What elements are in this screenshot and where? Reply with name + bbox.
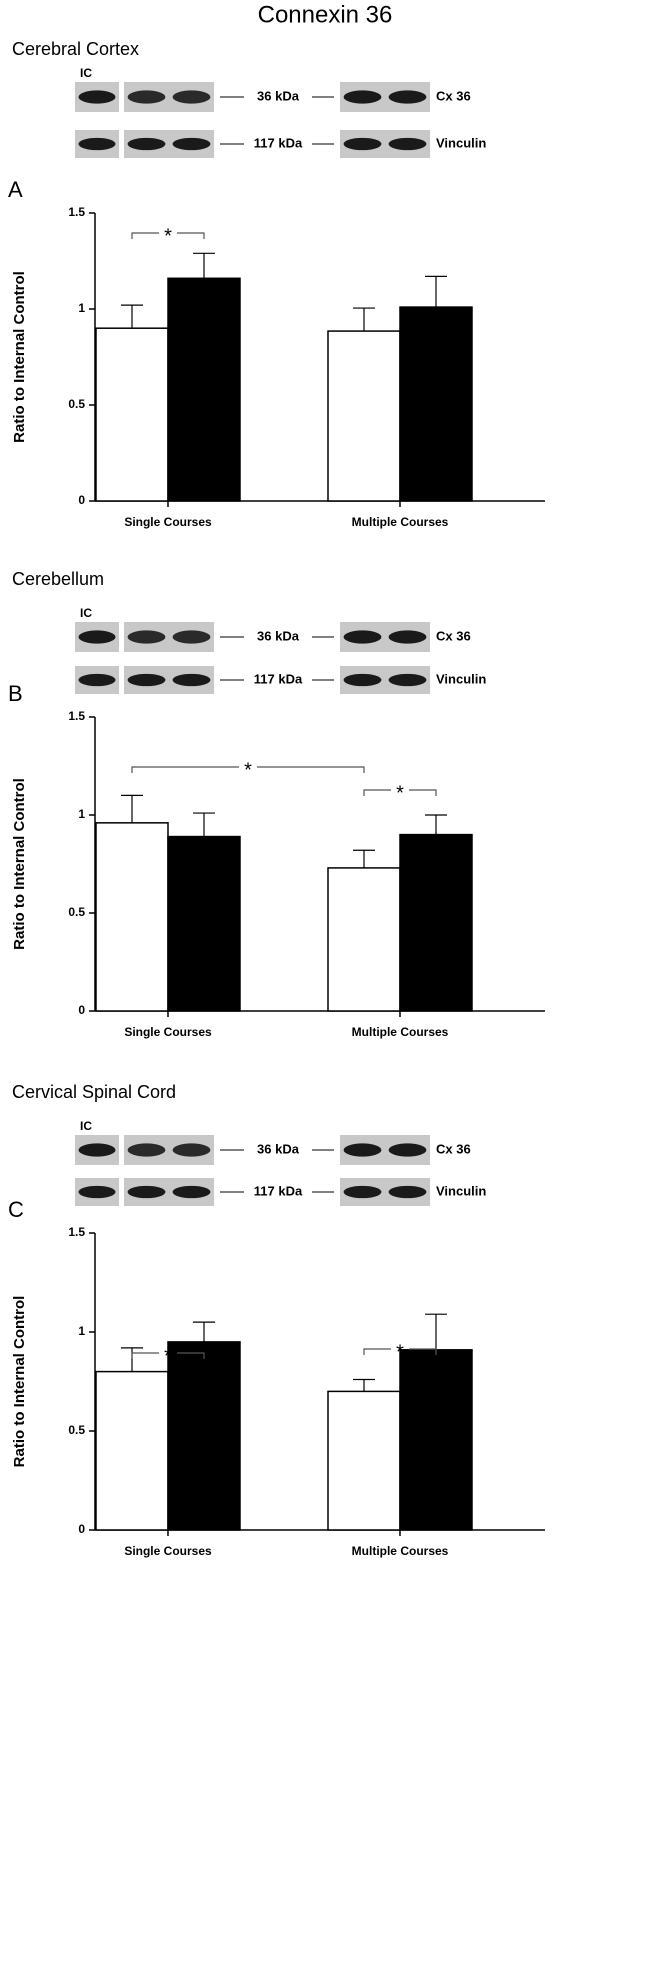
- blot-band: [388, 630, 427, 644]
- x-tick-label: Single Courses: [124, 1544, 212, 1558]
- blot-label: 36 kDa: [257, 88, 300, 103]
- bar: [167, 835, 241, 1012]
- significance-bracket: [363, 789, 437, 796]
- y-tick-label: 1.5: [68, 205, 85, 219]
- panel: Cerebellum IC 36 kDa 117 kDa Cx 36 Vinculin B 0…: [8, 569, 545, 1039]
- bar: [167, 1341, 241, 1531]
- blot-band: [172, 1143, 211, 1157]
- blot-band: [388, 90, 427, 104]
- blot-label: Cx 36: [436, 1141, 471, 1156]
- blot-band: [388, 137, 427, 151]
- blot-band: [343, 673, 382, 687]
- panel: Cerebral Cortex IC 36 kDa 117 kDa Cx 36 Vincu…: [8, 39, 545, 529]
- bar: [95, 822, 169, 1012]
- blot-label: 117 kDa: [254, 135, 303, 150]
- y-tick-label: 0.5: [68, 397, 85, 411]
- y-axis-label: Ratio to Internal Control: [11, 1296, 28, 1468]
- y-tick-label: 0: [78, 493, 85, 507]
- blot-band: [78, 673, 116, 687]
- y-tick-label: 0.5: [68, 1423, 85, 1437]
- y-axis-label: Ratio to Internal Control: [11, 271, 28, 443]
- x-tick-label: Multiple Courses: [352, 1025, 449, 1039]
- blot-band: [127, 630, 166, 644]
- blot-band: [127, 1185, 166, 1199]
- blot-label: Vinculin: [436, 135, 486, 150]
- blot-band: [343, 1143, 382, 1157]
- blot-band: [172, 137, 211, 151]
- section-title: Cerebral Cortex: [12, 39, 139, 59]
- blot-band: [78, 1143, 116, 1157]
- section-title: Cerebellum: [12, 569, 104, 589]
- bar: [327, 867, 401, 1012]
- panel-letter: B: [8, 681, 23, 706]
- blot-label: 117 kDa: [254, 1183, 303, 1198]
- panel-letter: A: [8, 177, 23, 202]
- blot-band: [172, 630, 211, 644]
- blot-label: IC: [80, 66, 92, 80]
- panel-letter: C: [8, 1197, 24, 1222]
- y-tick-label: 1: [78, 301, 85, 315]
- blot-band: [78, 1185, 116, 1199]
- blot-band: [172, 1185, 211, 1199]
- x-tick-label: Multiple Courses: [352, 515, 449, 529]
- significance-marker: *: [164, 225, 172, 247]
- bar: [399, 1349, 473, 1531]
- blot-band: [343, 137, 382, 151]
- blot-label: IC: [80, 1119, 92, 1133]
- significance-marker: *: [396, 782, 404, 804]
- blot-band: [343, 1185, 382, 1199]
- blot-band: [78, 630, 116, 644]
- x-tick-label: Multiple Courses: [352, 1544, 449, 1558]
- y-tick-label: 1: [78, 807, 85, 821]
- bar: [95, 327, 169, 502]
- bar: [167, 277, 241, 502]
- y-tick-label: 0.5: [68, 905, 85, 919]
- significance-bracket: [131, 232, 205, 239]
- blot-band: [78, 137, 116, 151]
- bar: [327, 330, 401, 502]
- bar: [95, 1370, 169, 1531]
- x-tick-label: Single Courses: [124, 515, 212, 529]
- blot-band: [343, 630, 382, 644]
- significance-marker: *: [164, 1345, 172, 1367]
- figure-title: Connexin 36: [258, 1, 393, 28]
- blot-band: [172, 673, 211, 687]
- blot-label: Vinculin: [436, 1183, 486, 1198]
- blot-label: 117 kDa: [254, 671, 303, 686]
- y-tick-label: 1.5: [68, 709, 85, 723]
- y-tick-label: 1: [78, 1324, 85, 1338]
- significance-marker: *: [396, 1341, 404, 1363]
- blot-label: 36 kDa: [257, 1141, 300, 1156]
- y-tick-label: 0: [78, 1522, 85, 1536]
- significance-bracket: [131, 766, 365, 773]
- blot-label: Cx 36: [436, 88, 471, 103]
- blot-band: [343, 90, 382, 104]
- blot-band: [127, 673, 166, 687]
- significance-bracket: [131, 1352, 205, 1359]
- y-tick-label: 0: [78, 1003, 85, 1017]
- blot-label: Cx 36: [436, 628, 471, 643]
- blot-band: [78, 90, 116, 104]
- bar: [399, 833, 473, 1012]
- significance-marker: *: [244, 759, 252, 781]
- y-axis-label: Ratio to Internal Control: [11, 778, 28, 950]
- significance-bracket: [363, 1348, 437, 1355]
- blot-band: [388, 1185, 427, 1199]
- bar: [399, 306, 473, 502]
- blot-band: [127, 137, 166, 151]
- blot-band: [388, 673, 427, 687]
- blot-band: [127, 1143, 166, 1157]
- blot-band: [388, 1143, 427, 1157]
- blot-label: Vinculin: [436, 671, 486, 686]
- blot-band: [127, 90, 166, 104]
- x-tick-label: Single Courses: [124, 1025, 212, 1039]
- blot-label: 36 kDa: [257, 628, 300, 643]
- blot-label: IC: [80, 606, 92, 620]
- y-tick-label: 1.5: [68, 1225, 85, 1239]
- panel: Cervical Spinal Cord IC 36 kDa 117 kDa Cx 36…: [8, 1082, 545, 1558]
- blot-band: [172, 90, 211, 104]
- section-title: Cervical Spinal Cord: [12, 1082, 176, 1102]
- bar: [327, 1390, 401, 1531]
